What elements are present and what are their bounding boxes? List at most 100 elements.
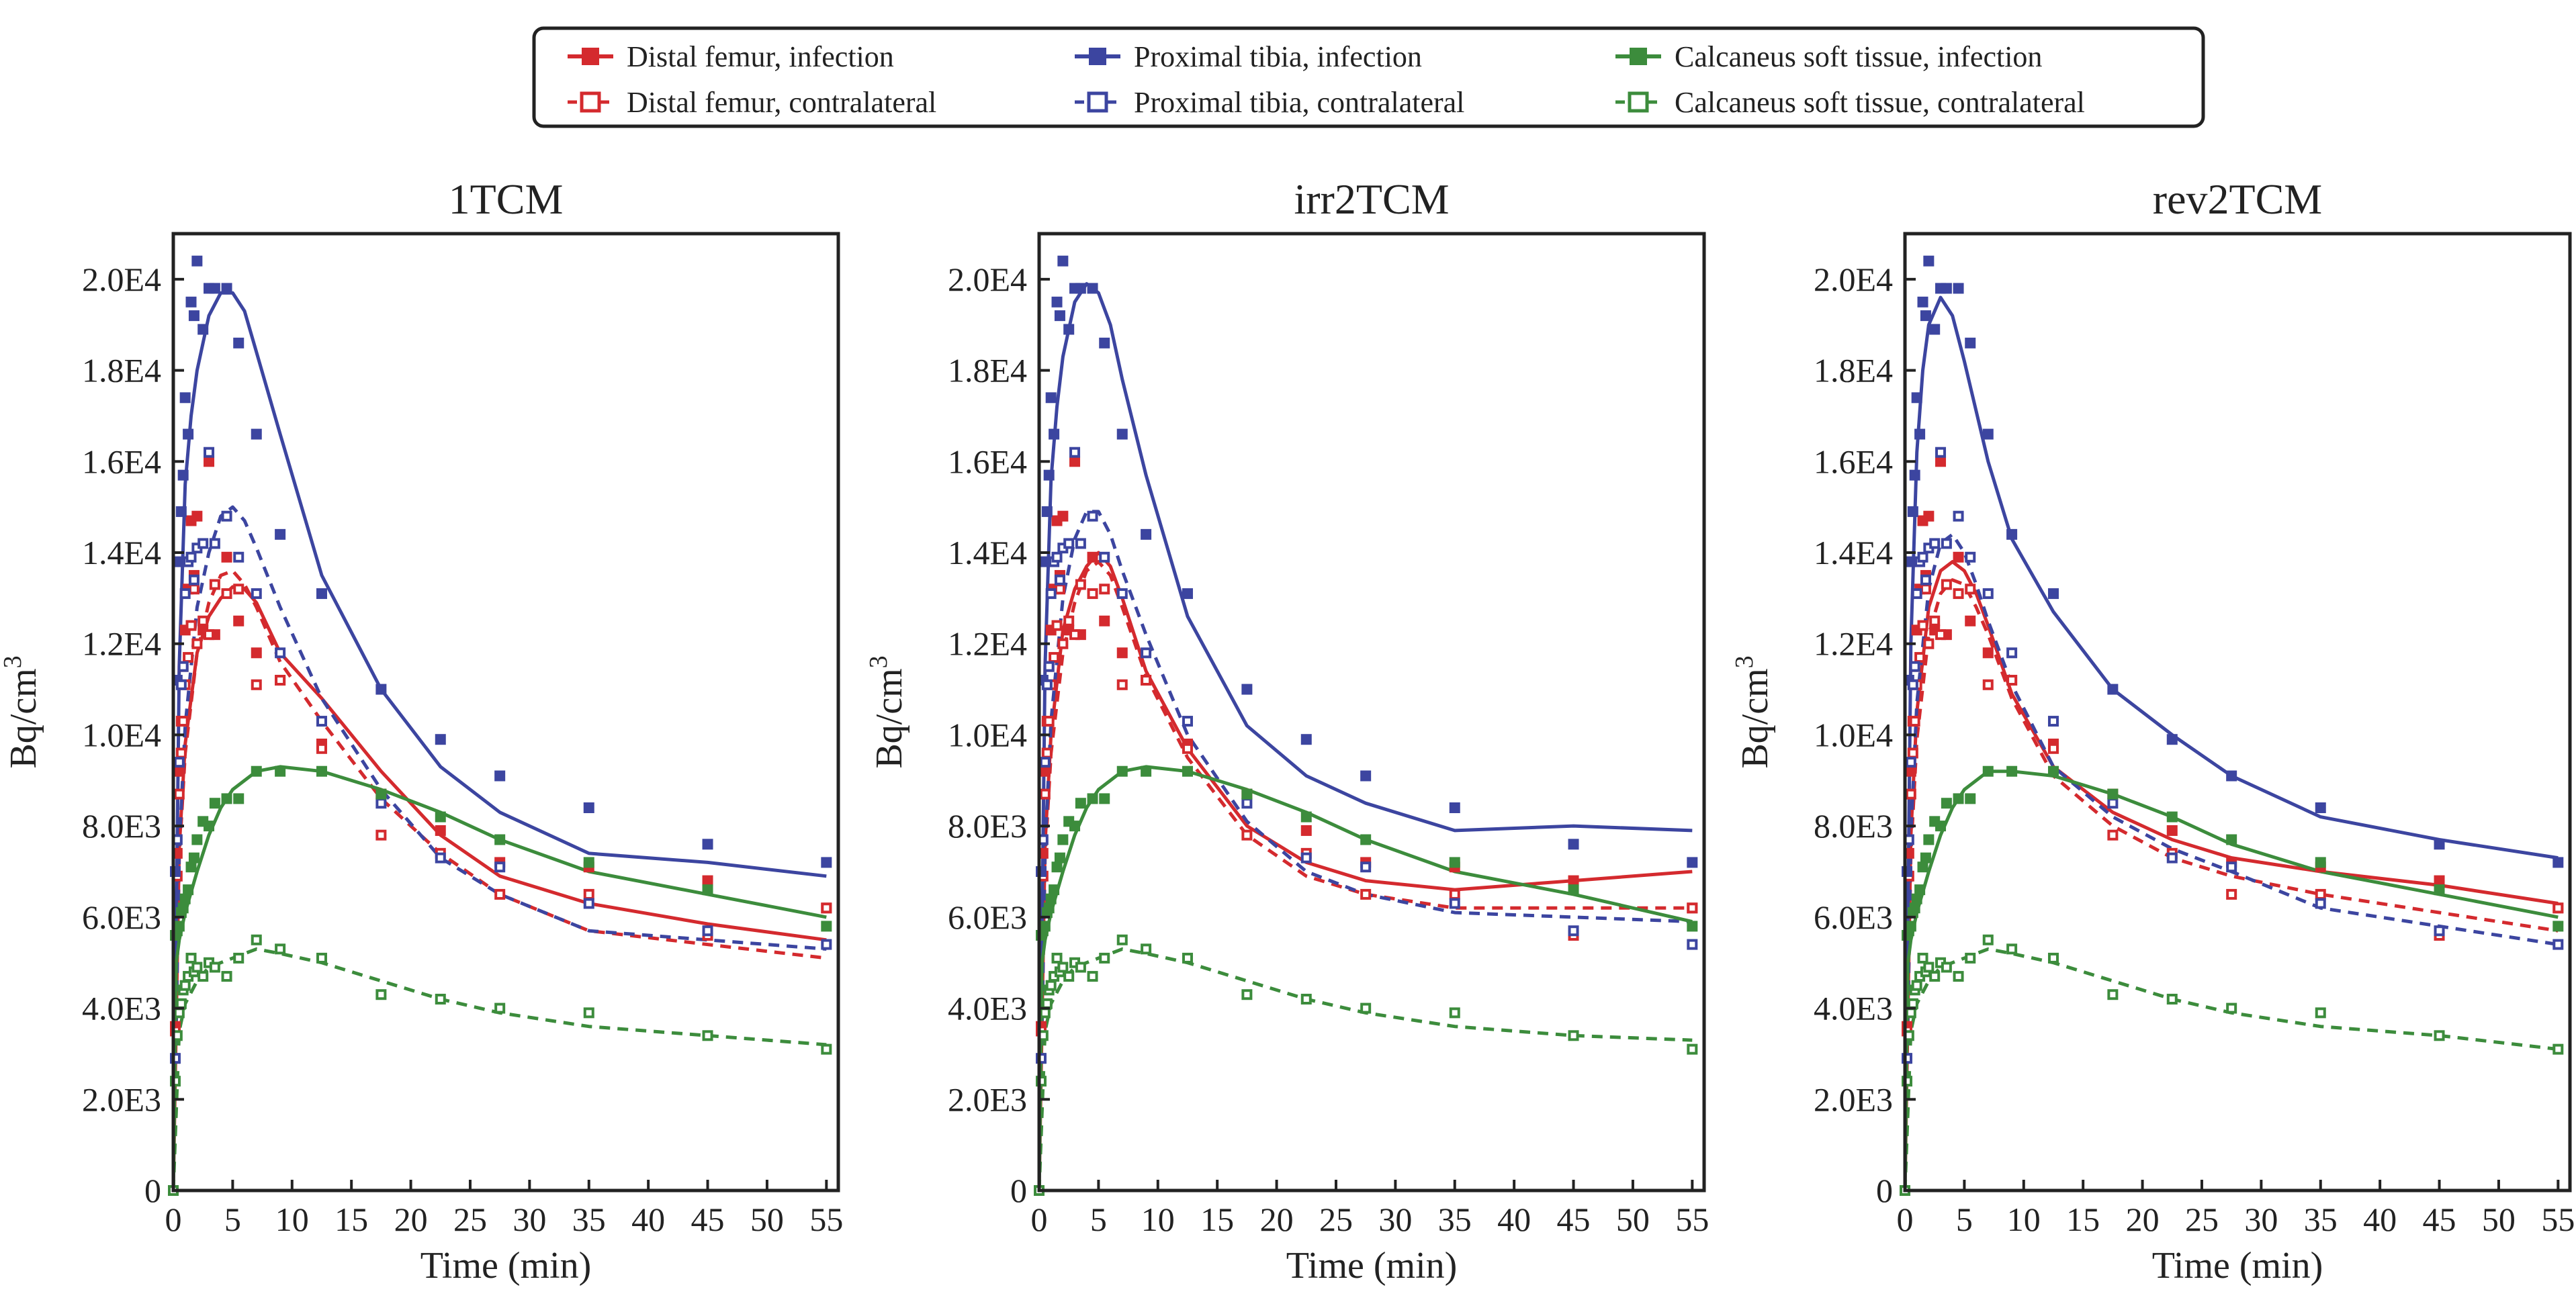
data-point <box>702 875 713 886</box>
x-tick-label: 55 <box>1675 1201 1709 1238</box>
legend-label: Distal femur, contralateral <box>627 86 936 119</box>
fit-line <box>1903 769 2559 1191</box>
data-point <box>2226 888 2237 900</box>
x-tick-label: 40 <box>631 1201 665 1238</box>
data-point <box>1063 615 1075 626</box>
y-tick-label: 4.0E3 <box>82 990 161 1027</box>
data-point <box>1449 1007 1460 1019</box>
legend-label: Proximal tibia, contralateral <box>1134 86 1464 119</box>
data-point <box>1041 506 1053 517</box>
data-point <box>191 638 203 649</box>
legend-marker <box>1630 48 1647 65</box>
data-point <box>583 1007 594 1019</box>
data-point <box>1041 679 1053 690</box>
data-point <box>821 857 832 868</box>
legend-marker <box>1089 48 1106 65</box>
data-point <box>2047 588 2059 600</box>
x-tick-label: 5 <box>1090 1201 1107 1238</box>
data-point <box>316 765 327 777</box>
legend-label: Proximal tibia, infection <box>1134 40 1422 73</box>
data-point <box>821 939 832 950</box>
data-point <box>221 588 232 600</box>
data-point <box>1911 588 1922 600</box>
data-point <box>173 556 185 567</box>
data-point <box>251 679 262 690</box>
data-point <box>1360 834 1372 845</box>
data-point <box>1075 579 1086 590</box>
data-point <box>188 574 199 586</box>
data-point <box>702 1030 713 1041</box>
x-axis-label: Time (min) <box>1286 1245 1458 1287</box>
y-tick-label: 1.2E4 <box>82 625 161 663</box>
data-point <box>1054 310 1065 322</box>
data-point <box>1039 757 1051 768</box>
data-point <box>1568 884 1579 896</box>
data-point <box>251 588 262 600</box>
data-point <box>702 839 713 850</box>
data-point <box>1075 798 1086 809</box>
data-point <box>494 834 506 845</box>
data-point <box>2166 852 2178 863</box>
x-tick-label: 45 <box>2423 1201 2456 1238</box>
fit-line <box>1903 578 2559 1191</box>
data-point <box>177 661 189 672</box>
data-point <box>1909 469 1920 481</box>
data-point <box>1075 538 1086 549</box>
data-point <box>1449 802 1460 813</box>
data-point <box>1941 283 1952 294</box>
data-point <box>494 770 506 782</box>
fit-line <box>171 505 827 1191</box>
y-tick-label: 2.0E4 <box>1814 261 1893 298</box>
data-point <box>2166 825 2178 836</box>
data-point <box>1941 962 1952 973</box>
data-point <box>1039 765 1051 777</box>
data-point <box>1099 793 1110 804</box>
data-point <box>191 962 203 973</box>
fit-line <box>1903 560 2559 1191</box>
data-point <box>375 684 387 695</box>
data-point <box>1449 888 1460 900</box>
data-point <box>2006 765 2018 777</box>
data-point <box>1360 770 1372 782</box>
data-point <box>583 898 594 909</box>
legend-marker <box>1628 91 1649 113</box>
data-point <box>1069 447 1081 458</box>
x-tick-label: 35 <box>572 1201 606 1238</box>
fit-line <box>1903 947 2559 1191</box>
data-point <box>583 802 594 813</box>
data-point <box>1905 1007 1916 1019</box>
data-point <box>1911 893 1922 904</box>
data-point <box>275 675 286 686</box>
x-tick-label: 50 <box>2482 1201 2516 1238</box>
data-point <box>197 971 209 982</box>
data-point <box>1300 852 1312 863</box>
data-point <box>1051 551 1063 563</box>
data-point <box>1057 510 1069 522</box>
data-point <box>173 788 185 800</box>
data-point <box>1965 551 1976 563</box>
data-point <box>1069 629 1081 641</box>
data-point <box>1568 925 1579 937</box>
y-tick-label: 8.0E3 <box>1814 807 1893 845</box>
data-point <box>2107 829 2119 841</box>
data-point <box>316 743 327 754</box>
data-point <box>173 757 185 768</box>
data-point <box>2047 716 2059 727</box>
data-point <box>1300 811 1312 823</box>
data-point <box>1045 588 1057 600</box>
data-point <box>1905 921 1916 932</box>
y-tick-label: 0 <box>144 1172 161 1209</box>
y-tick-label: 2.0E3 <box>1814 1080 1893 1118</box>
data-point <box>173 1007 185 1019</box>
x-tick-label: 0 <box>1031 1201 1048 1238</box>
data-point <box>188 852 199 863</box>
fit-line <box>1037 282 1693 1191</box>
data-point <box>1182 765 1193 777</box>
data-point <box>1953 588 1964 600</box>
data-point <box>1905 757 1916 768</box>
data-point <box>185 952 197 964</box>
data-point <box>435 994 446 1005</box>
data-point <box>1923 962 1935 973</box>
data-point <box>1935 629 1947 641</box>
data-point <box>185 551 197 563</box>
